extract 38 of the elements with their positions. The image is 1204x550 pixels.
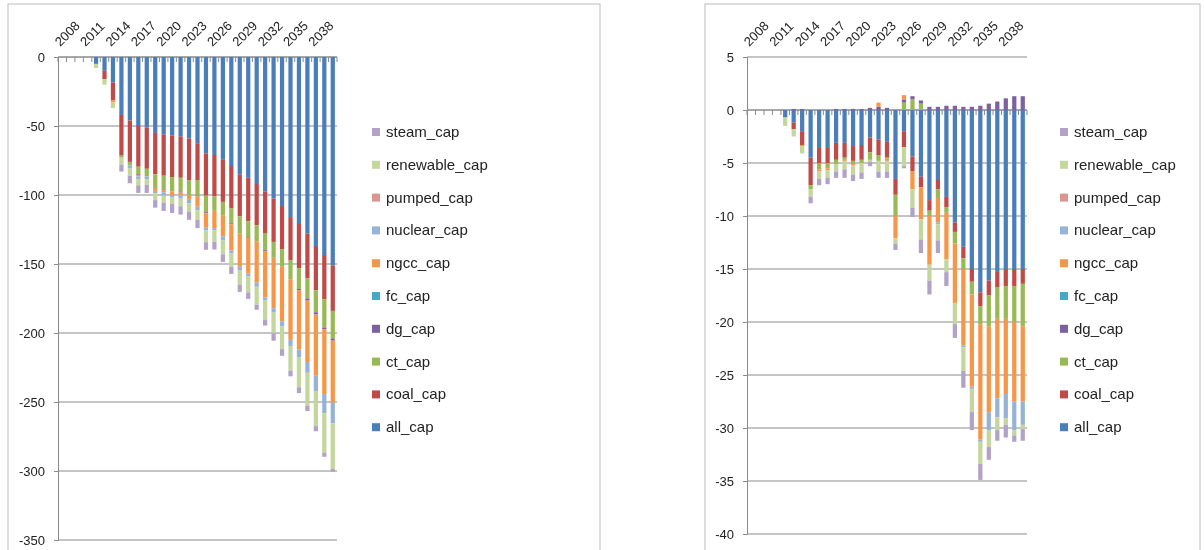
y-tick-label: -25	[715, 367, 734, 383]
y-tick-label: -30	[715, 420, 734, 436]
legend-label: renewable_cap	[386, 155, 488, 173]
y-tick-label: -250	[18, 394, 45, 410]
y-tick-label: -10	[715, 208, 734, 224]
y-tick-label: -35	[715, 473, 734, 489]
y-tick-label: -300	[18, 463, 45, 479]
legend-label: nuclear_cap	[386, 221, 468, 239]
y-tick-label: -40	[715, 526, 734, 542]
y-tick-label: -350	[18, 532, 45, 548]
legend-label: nuclear_cap	[1074, 221, 1156, 239]
y-tick-label: 0	[726, 102, 734, 118]
legend-label: pumped_cap	[1074, 188, 1161, 206]
legend-label: dg_cap	[386, 319, 436, 337]
legend-label: coal_cap	[386, 385, 447, 403]
legend-label: ngcc_cap	[1074, 254, 1139, 272]
y-tick-label: -150	[18, 256, 45, 272]
legend-label: steam_cap	[1074, 123, 1148, 140]
legend-label: fc_cap	[1074, 287, 1119, 304]
legend-label: dg_cap	[1074, 319, 1124, 337]
y-tick-label: 0	[37, 49, 45, 65]
legend-label: fc_cap	[386, 287, 431, 304]
legend-label: all_cap	[1074, 418, 1122, 436]
legend-label: steam_cap	[386, 123, 460, 140]
legend-label: coal_cap	[1074, 385, 1135, 403]
y-tick-label: -50	[26, 118, 45, 134]
y-tick-label: -15	[715, 261, 734, 277]
legend-label: pumped_cap	[386, 188, 473, 206]
legend-label: all_cap	[386, 418, 434, 436]
y-tick-label: -100	[18, 187, 45, 203]
y-tick-label: -20	[715, 314, 734, 330]
legend-label: ngcc_cap	[386, 254, 451, 272]
y-tick-label: -200	[18, 325, 45, 341]
y-tick-label: 5	[726, 49, 734, 65]
y-tick-label: -5	[722, 155, 734, 171]
legend-label: renewable_cap	[1074, 155, 1176, 173]
legend-label: ct_cap	[386, 352, 431, 370]
legend-label: ct_cap	[1074, 352, 1119, 370]
